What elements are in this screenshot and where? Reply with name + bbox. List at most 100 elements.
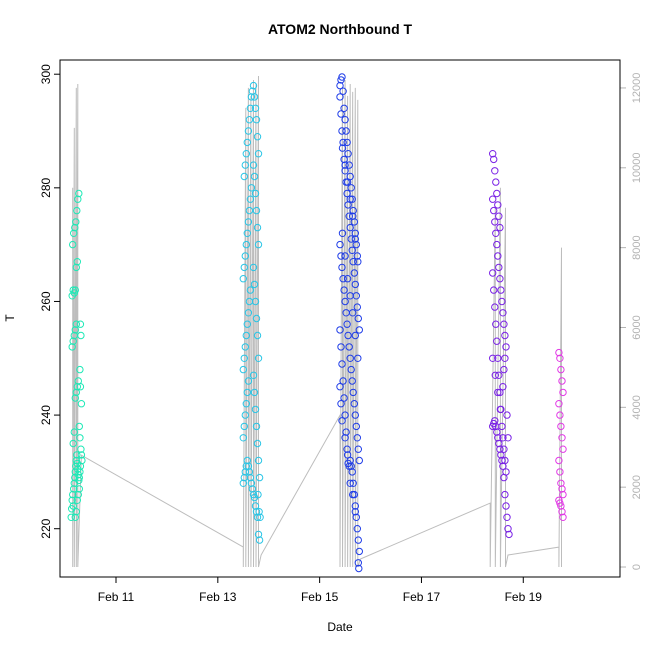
data-point (349, 212, 357, 220)
data-point (343, 445, 351, 453)
data-point (73, 258, 82, 266)
data-point (355, 456, 363, 465)
data-point (341, 252, 349, 260)
data-point (495, 371, 503, 379)
data-point (351, 331, 359, 340)
data-point (239, 275, 248, 283)
data-point (343, 138, 351, 147)
data-point (352, 240, 360, 249)
data-point (255, 536, 264, 544)
data-point (559, 490, 567, 499)
scatter-points-layer (67, 73, 567, 573)
data-point (491, 371, 499, 379)
data-point (68, 496, 76, 504)
data-point (246, 195, 255, 203)
plot-frame (59, 59, 621, 578)
data-point (351, 280, 359, 289)
data-point (77, 445, 85, 453)
data-point (243, 320, 252, 328)
data-point (495, 439, 503, 448)
data-point (559, 388, 567, 397)
data-point (341, 297, 349, 306)
data-point (501, 354, 509, 362)
data-point (74, 490, 83, 499)
data-point (246, 473, 255, 482)
data-point (77, 451, 86, 459)
data-point (76, 365, 84, 374)
data-point (339, 275, 347, 283)
data-point (346, 223, 354, 232)
data-point (557, 365, 565, 374)
data-point (343, 189, 351, 198)
data-point (72, 320, 81, 328)
data-point (251, 297, 260, 306)
data-point (347, 365, 355, 374)
data-point (503, 513, 511, 521)
data-point (240, 354, 249, 362)
data-point (69, 337, 77, 345)
data-point (492, 229, 500, 238)
data-point (347, 235, 355, 243)
data-point (338, 127, 346, 135)
data-point (558, 377, 566, 385)
data-point (493, 428, 501, 436)
data-point (240, 172, 249, 181)
data-point (342, 428, 350, 436)
chart-title: ATOM2 Northbound T (268, 21, 413, 37)
data-point (351, 229, 359, 238)
data-point (254, 354, 263, 362)
data-point (493, 189, 501, 198)
series-feb-15 (336, 73, 363, 573)
data-point (491, 417, 499, 425)
data-point (489, 269, 497, 277)
data-point (254, 240, 263, 249)
data-point (345, 462, 353, 470)
data-point (241, 343, 250, 351)
data-point (346, 354, 354, 362)
data-point (354, 536, 362, 544)
data-point (246, 286, 255, 294)
data-point (341, 161, 349, 169)
data-point (337, 400, 345, 408)
data-point (355, 547, 363, 556)
data-point (494, 354, 502, 362)
y-tick-label: 220 (39, 518, 53, 538)
data-point (340, 286, 348, 294)
data-point (249, 81, 258, 90)
data-point (76, 383, 85, 391)
data-point (71, 326, 80, 334)
data-point (348, 195, 356, 203)
altitude-line-layer (72, 75, 562, 568)
data-point (243, 456, 252, 465)
data-point (352, 513, 360, 521)
data-point (239, 365, 248, 374)
data-point (73, 383, 82, 391)
data-point (254, 456, 263, 465)
data-point (71, 513, 80, 521)
data-point (347, 462, 355, 470)
data-point (73, 496, 82, 504)
data-point (354, 354, 362, 362)
data-point (351, 235, 359, 243)
data-point (496, 405, 505, 414)
data-point (354, 559, 362, 567)
data-point (252, 508, 261, 516)
data-point (494, 388, 502, 397)
data-point (254, 490, 262, 499)
data-point (495, 263, 503, 272)
data-point (501, 331, 509, 340)
data-point (557, 479, 565, 487)
x-tick-label: Feb 19 (505, 590, 543, 604)
data-point (499, 309, 507, 317)
data-point (245, 206, 254, 215)
data-point (555, 400, 563, 408)
data-point (72, 218, 80, 226)
data-point (75, 476, 83, 485)
data-point (499, 434, 507, 442)
data-point (555, 456, 563, 465)
data-point (250, 172, 259, 181)
data-point (251, 104, 260, 113)
data-point (498, 297, 506, 306)
data-point (348, 377, 356, 385)
data-point (336, 93, 344, 101)
